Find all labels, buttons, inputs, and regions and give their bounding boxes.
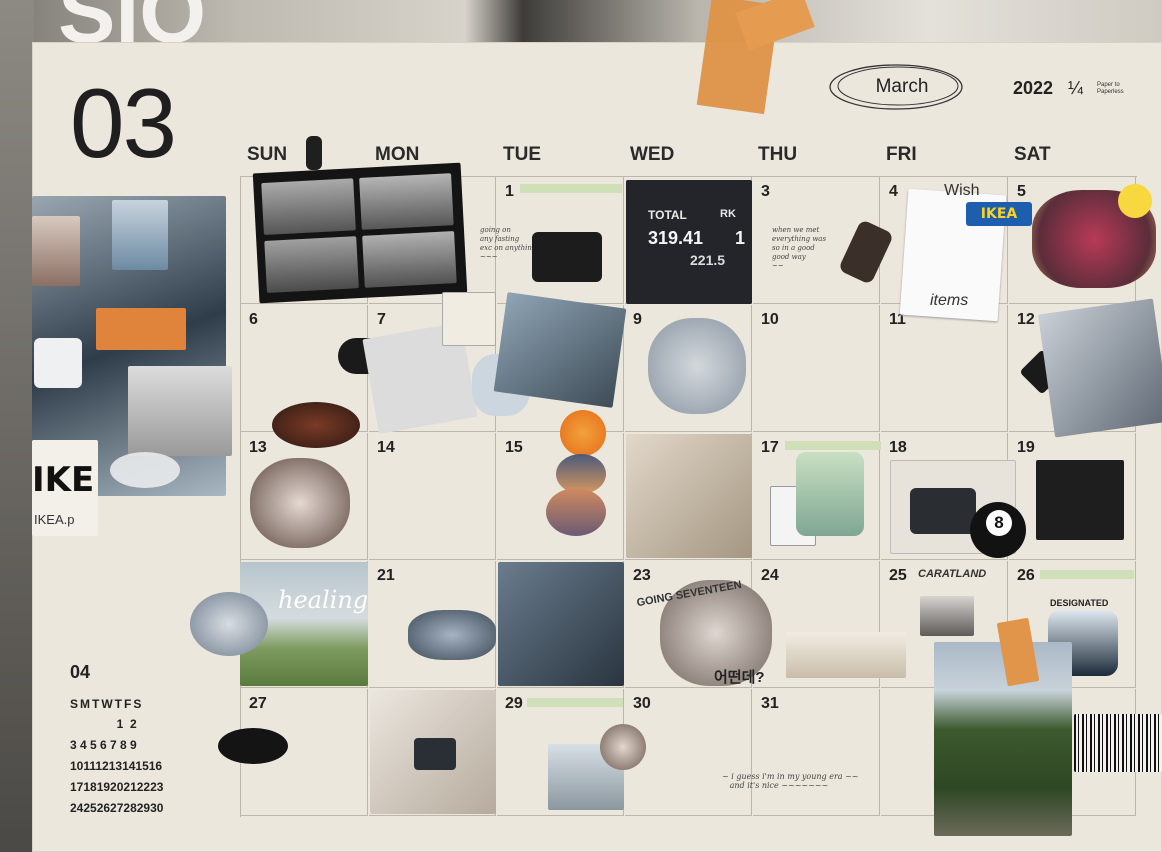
korean-label: 어떤데? (714, 669, 765, 686)
note-oval-sticker (218, 728, 288, 764)
total-value: 319.41 (648, 228, 704, 248)
dow-tue: TUE (503, 144, 541, 165)
date-tag (1040, 570, 1134, 579)
day-cell: 14 (369, 433, 496, 560)
wish-label: Wish (944, 182, 980, 199)
tablet-sticker (414, 738, 456, 770)
orange-ticket (96, 308, 186, 350)
polaroid-camera-sticker (532, 232, 602, 282)
scoreboard-photo (626, 180, 752, 304)
day-cell: 31 (753, 689, 880, 816)
dow-thu: THU (758, 144, 798, 165)
handwritten-note: going on any fasting exc on anything ~~~ (480, 226, 537, 261)
month-number: 03 (70, 68, 177, 178)
day-cell: 10 (753, 305, 880, 432)
mountain-portrait-photo (934, 642, 1072, 836)
character-sticker (34, 338, 82, 388)
ikea-bag-sticker: IKE (32, 440, 98, 536)
film-strip-sticker (252, 162, 468, 304)
day-cell: 15 (497, 433, 624, 560)
heart-portrait-sticker (250, 458, 350, 548)
laptop-photo (493, 292, 627, 408)
mini-row: 17181920212223 (70, 780, 164, 794)
sea-circles-sticker (408, 610, 496, 660)
portrait-sticker (648, 318, 746, 414)
ikea-p-text: IKEA.p (34, 512, 75, 527)
screen-sticker (910, 488, 976, 534)
mini-row: 10111213141516 (70, 759, 163, 773)
total-label: TOTAL (648, 208, 687, 222)
dow-wed: WED (630, 144, 675, 165)
items-label: items (930, 292, 969, 309)
date-tag (785, 441, 881, 450)
next-month-number: 04 (70, 662, 91, 682)
caratland-tag: CARATLAND (918, 568, 987, 580)
date-tag (520, 184, 622, 193)
mini-row: 24252627282930 (70, 801, 164, 815)
room-photo (626, 434, 752, 558)
sunset-circle (560, 410, 606, 456)
quarter-label: ¼ (1068, 78, 1084, 98)
date-tag (527, 698, 623, 707)
healing-label: healing (278, 586, 369, 614)
ikea-side-text: IKE (32, 460, 95, 500)
camera-sticker (190, 592, 268, 656)
background-wall (0, 0, 34, 852)
designated-label: DESIGNATED (1050, 598, 1109, 608)
barcode-sticker (1074, 714, 1162, 772)
month-label: March (875, 76, 929, 97)
dow-sun: SUN (247, 144, 288, 165)
sunset-circle (556, 454, 606, 494)
glass-sticker (110, 452, 180, 488)
day-cell: 27 (241, 689, 368, 816)
month-oval-doodle (829, 64, 963, 110)
ikea-logo: IKEA (966, 202, 1032, 226)
house-sticker (786, 632, 906, 678)
eight-ball-number: 8 (986, 510, 1012, 536)
beach-person-photo (128, 366, 232, 456)
smiley-icon (1118, 184, 1152, 218)
portrait-photo (32, 216, 80, 286)
day-cell: 9 (625, 305, 752, 432)
ikea-box-sticker (442, 292, 496, 346)
dow-fri: FRI (886, 144, 917, 165)
day-cell: 26 (1009, 561, 1136, 688)
year-label: 2022 (1013, 78, 1054, 98)
day-cell: 11 (881, 305, 1008, 432)
handwritten-note: when we met everything was so in a good … (772, 226, 827, 270)
mini-row: 3 4 5 6 7 8 9 (70, 738, 137, 752)
day-cell: 17 (753, 433, 880, 560)
day-cell: 30 (625, 689, 752, 816)
sunset-circle (546, 488, 606, 536)
dow-mon: MON (375, 144, 420, 165)
rk-label: RK (720, 208, 736, 220)
food-sticker (272, 402, 360, 448)
hand-photo (498, 562, 624, 686)
day-cell: 21 (369, 561, 496, 688)
day-cell: 24 (753, 561, 880, 688)
dow-sat: SAT (1014, 144, 1051, 165)
mini-row: 1 2 (70, 717, 137, 731)
face-sticker (600, 724, 646, 770)
brand-label: Paper to Paperless (1097, 82, 1124, 95)
rk-value: 1 (735, 228, 746, 248)
day-cell (369, 177, 496, 304)
phone-sticker (796, 452, 864, 536)
sky-photo (112, 200, 168, 270)
binder-clip-icon (306, 136, 322, 170)
handwritten-note: ~ i guess i'm in my young era ~~ and it'… (722, 772, 859, 790)
day-cell: 13 (241, 433, 368, 560)
day-cell: 19 (1009, 433, 1136, 560)
next-month-weekdays: SMTWTFS (70, 697, 144, 711)
duo-portrait-sticker (660, 580, 772, 686)
tablet-photo (1037, 298, 1162, 438)
selfie-sticker (920, 596, 974, 636)
black-note-sticker (1036, 460, 1124, 540)
total-value-2: 221.5 (690, 252, 726, 268)
